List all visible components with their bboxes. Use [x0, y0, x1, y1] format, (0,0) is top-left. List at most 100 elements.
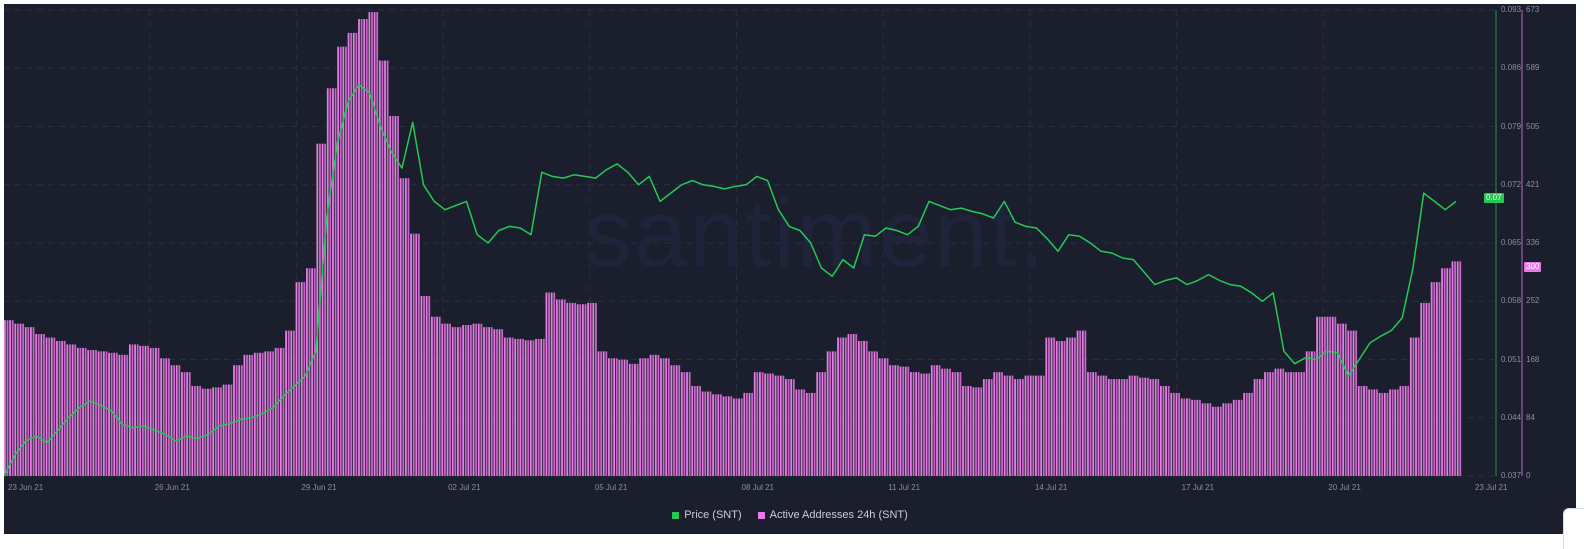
active-addresses-bar[interactable] — [56, 340, 58, 476]
active-addresses-bar[interactable] — [110, 352, 113, 476]
active-addresses-bar[interactable] — [920, 373, 923, 476]
active-addresses-bar[interactable] — [334, 88, 337, 476]
active-addresses-bar[interactable] — [269, 351, 272, 476]
active-addresses-bar[interactable] — [1141, 377, 1144, 476]
active-addresses-bar[interactable] — [376, 12, 379, 476]
active-addresses-bar[interactable] — [740, 398, 743, 476]
active-addresses-bar[interactable] — [779, 375, 782, 476]
active-addresses-bar[interactable] — [972, 387, 975, 476]
active-addresses-bar[interactable] — [571, 302, 574, 476]
active-addresses-bar[interactable] — [733, 398, 735, 476]
active-addresses-bar[interactable] — [399, 178, 402, 476]
active-addresses-bar[interactable] — [982, 379, 985, 476]
active-addresses-bar[interactable] — [1201, 403, 1204, 476]
active-addresses-bar[interactable] — [1217, 406, 1220, 476]
active-addresses-bar[interactable] — [790, 379, 793, 476]
active-addresses-bar[interactable] — [1042, 375, 1045, 476]
active-addresses-bar[interactable] — [714, 394, 717, 476]
active-addresses-bar[interactable] — [264, 351, 267, 476]
active-addresses-bar[interactable] — [764, 373, 767, 476]
active-addresses-bar[interactable] — [761, 372, 764, 476]
active-addresses-bar[interactable] — [912, 372, 915, 476]
active-addresses-bar[interactable] — [1324, 316, 1326, 476]
active-addresses-bar[interactable] — [1378, 392, 1381, 476]
active-addresses-bar[interactable] — [1027, 375, 1030, 476]
active-addresses-bar[interactable] — [553, 292, 556, 476]
active-addresses-bar[interactable] — [667, 358, 670, 476]
active-addresses-bar[interactable] — [1016, 379, 1019, 476]
active-addresses-bar[interactable] — [308, 268, 311, 476]
active-addresses-bar[interactable] — [654, 354, 657, 476]
active-addresses-bar[interactable] — [391, 115, 394, 477]
active-addresses-bar[interactable] — [1035, 375, 1037, 476]
active-addresses-bar[interactable] — [1167, 385, 1170, 476]
active-addresses-bar[interactable] — [196, 385, 199, 476]
active-addresses-bar[interactable] — [433, 316, 436, 476]
active-addresses-bar[interactable] — [636, 363, 639, 476]
active-addresses-bar[interactable] — [298, 282, 301, 476]
active-addresses-bar[interactable] — [82, 347, 84, 476]
active-addresses-bar[interactable] — [795, 389, 798, 476]
active-addresses-bar[interactable] — [1139, 377, 1141, 476]
active-addresses-bar[interactable] — [550, 292, 553, 476]
active-addresses-bar[interactable] — [662, 358, 665, 476]
active-addresses-bar[interactable] — [647, 358, 649, 476]
active-addresses-bar[interactable] — [1183, 398, 1186, 476]
active-addresses-bar[interactable] — [397, 115, 399, 477]
active-addresses-bar[interactable] — [1006, 375, 1009, 476]
active-addresses-bar[interactable] — [1303, 372, 1305, 476]
active-addresses-bar[interactable] — [191, 385, 194, 476]
active-addresses-bar[interactable] — [402, 178, 405, 476]
active-addresses-bar[interactable] — [477, 323, 480, 476]
active-addresses-bar[interactable] — [1227, 403, 1230, 476]
active-addresses-bar[interactable] — [532, 340, 535, 476]
active-addresses-bar[interactable] — [446, 323, 449, 476]
active-addresses-bar[interactable] — [527, 340, 530, 476]
active-addresses-bar[interactable] — [977, 387, 980, 476]
active-addresses-bar[interactable] — [251, 354, 254, 476]
active-addresses-bar[interactable] — [1448, 268, 1451, 476]
active-addresses-bar[interactable] — [860, 340, 863, 476]
active-addresses-bar[interactable] — [1159, 385, 1162, 476]
active-addresses-bar[interactable] — [108, 352, 110, 476]
active-addresses-bar[interactable] — [868, 351, 871, 476]
active-addresses-bar[interactable] — [824, 372, 826, 476]
active-addresses-bar[interactable] — [407, 178, 410, 476]
active-addresses-bar[interactable] — [1350, 330, 1352, 476]
active-addresses-bar[interactable] — [959, 372, 962, 476]
active-addresses-bar[interactable] — [542, 338, 545, 476]
active-addresses-bar[interactable] — [925, 373, 928, 476]
active-addresses-bar[interactable] — [1266, 372, 1269, 476]
active-addresses-bar[interactable] — [563, 299, 566, 476]
active-addresses-bar[interactable] — [537, 338, 540, 476]
active-addresses-bar[interactable] — [727, 396, 730, 476]
active-addresses-bar[interactable] — [516, 338, 519, 476]
active-addresses-bar[interactable] — [1001, 372, 1003, 476]
active-addresses-bar[interactable] — [1131, 375, 1134, 476]
active-addresses-bar[interactable] — [884, 358, 886, 476]
active-addresses-bar[interactable] — [915, 372, 918, 476]
active-addresses-bar[interactable] — [134, 344, 136, 476]
active-addresses-bar[interactable] — [285, 330, 287, 476]
active-addresses-bar[interactable] — [412, 233, 415, 476]
active-addresses-bar[interactable] — [712, 394, 714, 476]
active-addresses-bar[interactable] — [938, 365, 941, 476]
active-addresses-bar[interactable] — [881, 358, 884, 476]
active-addresses-bar[interactable] — [600, 351, 603, 476]
active-addresses-bar[interactable] — [53, 337, 56, 476]
active-addresses-bar[interactable] — [808, 392, 811, 476]
active-addresses-bar[interactable] — [355, 32, 358, 477]
active-addresses-bar[interactable] — [1337, 323, 1339, 476]
active-addresses-bar[interactable] — [274, 347, 277, 476]
active-addresses-bar[interactable] — [347, 32, 350, 477]
active-addresses-bar[interactable] — [493, 329, 496, 476]
active-addresses-bar[interactable] — [243, 354, 246, 476]
active-addresses-bar[interactable] — [855, 334, 858, 476]
active-addresses-bar[interactable] — [1264, 372, 1266, 476]
active-addresses-bar[interactable] — [1368, 389, 1371, 476]
active-addresses-bar[interactable] — [1084, 330, 1087, 476]
active-addresses-bar[interactable] — [6, 320, 9, 476]
active-addresses-bar[interactable] — [956, 372, 959, 476]
active-addresses-bar[interactable] — [131, 344, 134, 476]
active-addresses-bar[interactable] — [352, 32, 355, 477]
